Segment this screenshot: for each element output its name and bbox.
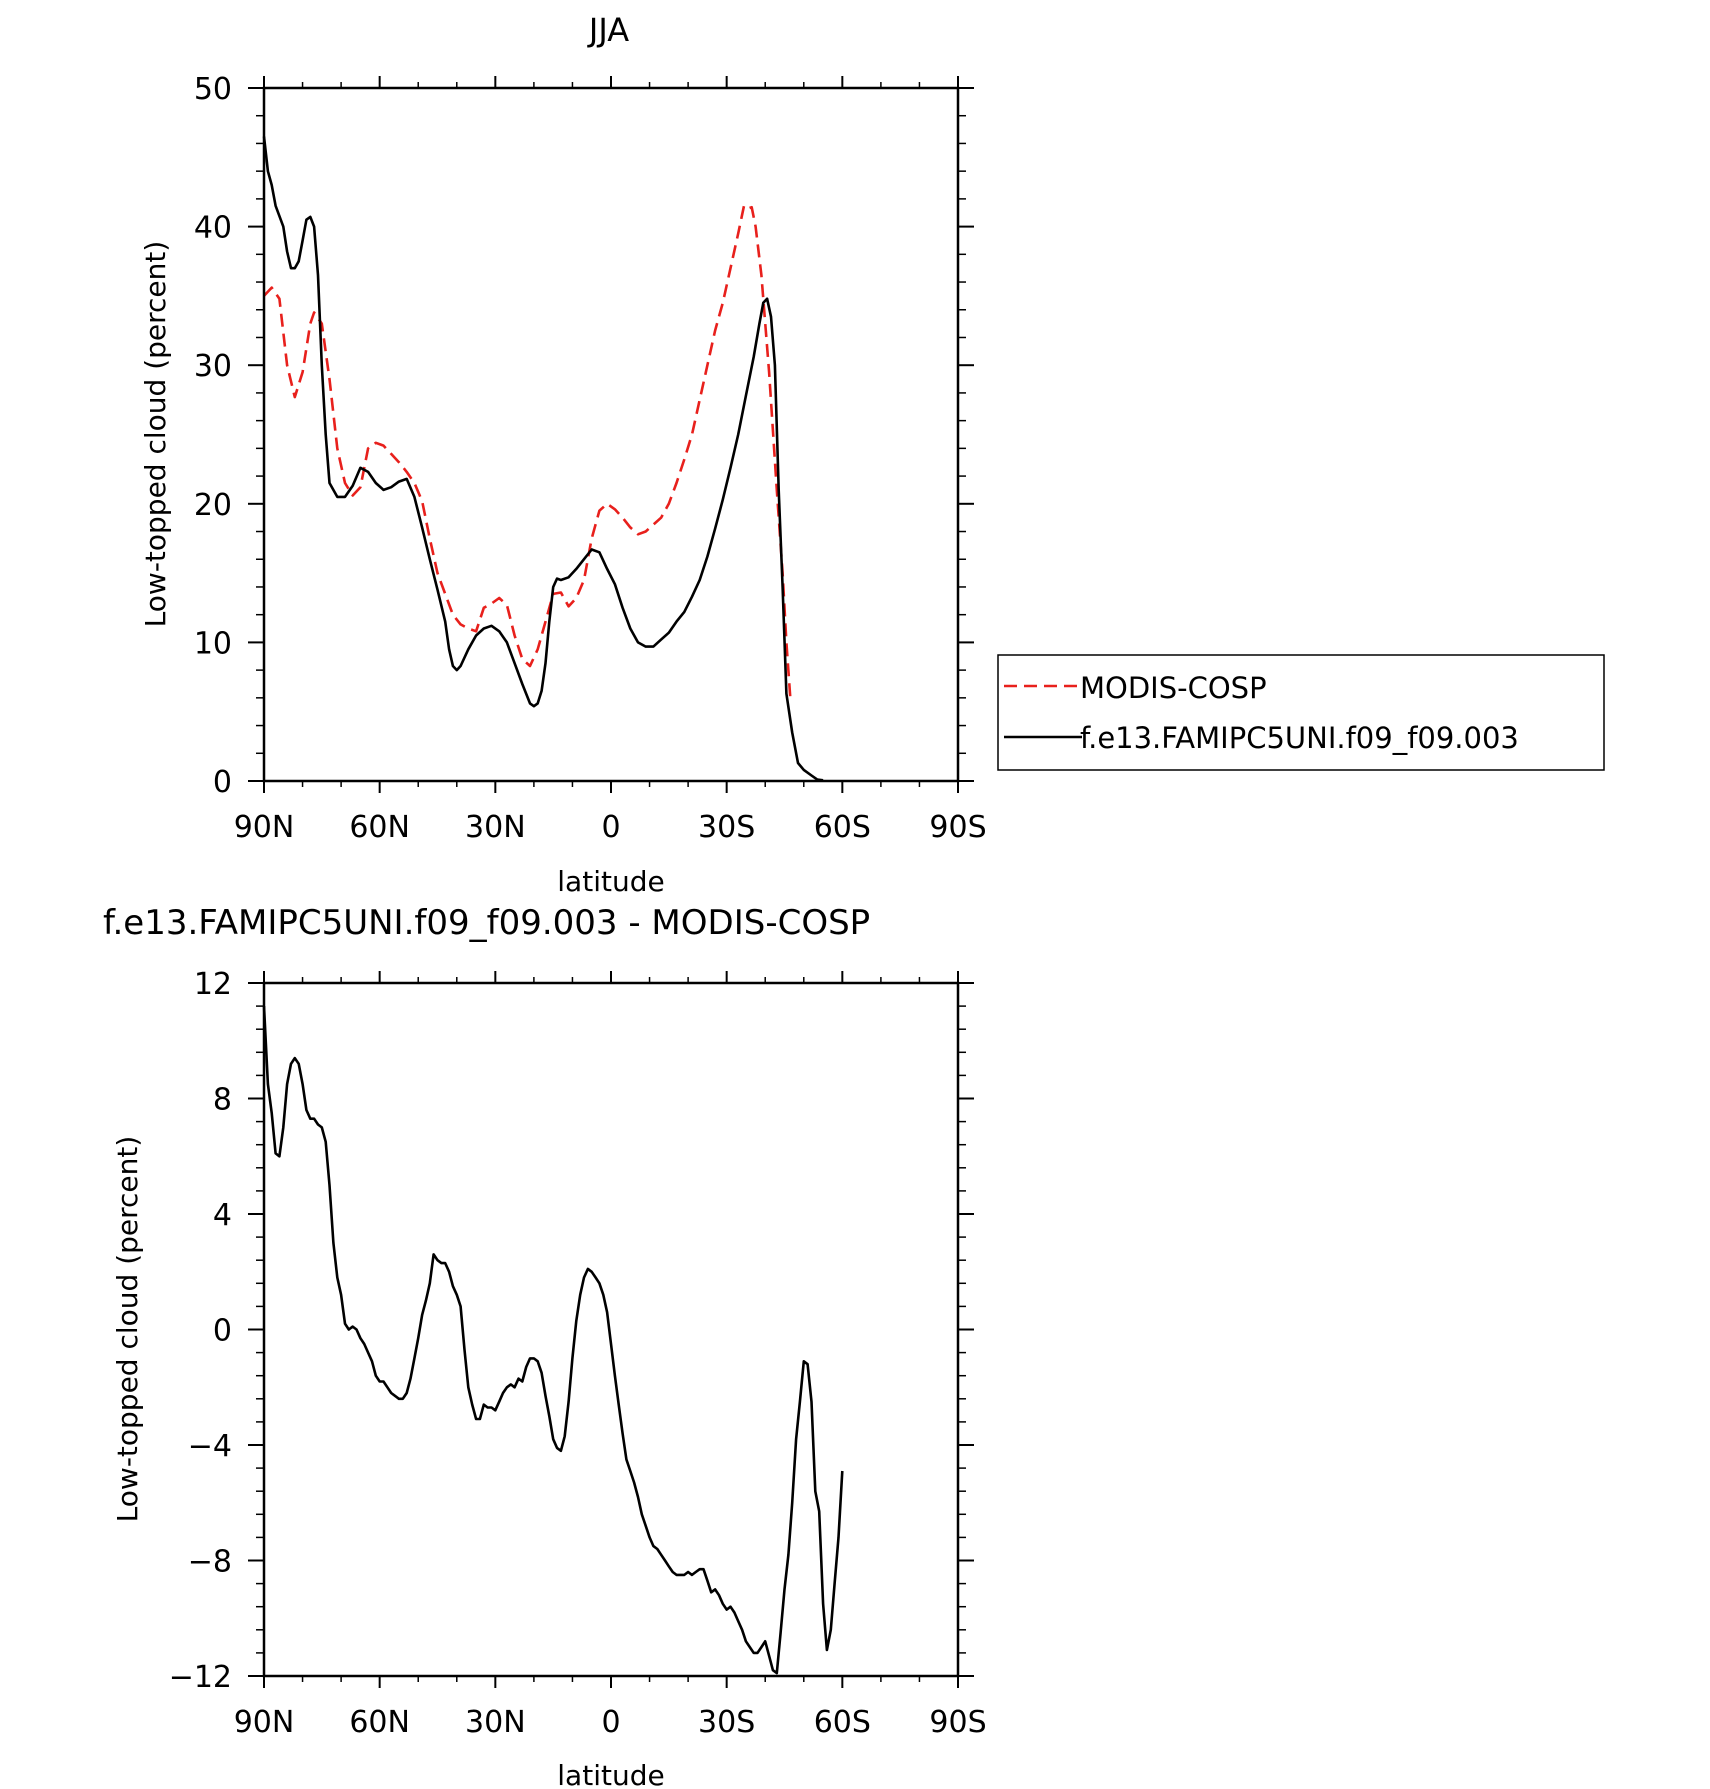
- x-tick-label: 60N: [349, 810, 410, 845]
- chart-top-ytick-labels: 0 10 20 30 40 50: [194, 72, 232, 800]
- chart-top-xtick-labels: 90N 60N 30N 0 30S 60S 90S: [234, 810, 987, 845]
- y-tick-label: −4: [188, 1429, 232, 1464]
- chart-top-series: [262, 136, 824, 782]
- y-tick-label: 0: [213, 765, 232, 800]
- x-tick-label: 90N: [234, 1705, 295, 1740]
- chart-top-grid-ticks: [248, 76, 974, 793]
- x-tick-label: 90N: [234, 810, 295, 845]
- chart-bottom: f.e13.FAMIPC5UNI.f09_f09.003 - MODIS-COS…: [103, 903, 987, 1789]
- x-tick-label: 0: [601, 1705, 620, 1740]
- y-tick-label: 40: [194, 211, 232, 246]
- x-tick-label: 60S: [814, 810, 871, 845]
- series-line-difference: [262, 1006, 844, 1675]
- x-tick-label: 60S: [814, 1705, 871, 1740]
- chart-bottom-ylabel: Low-topped cloud (percent): [111, 1136, 144, 1523]
- y-tick-label: 4: [213, 1198, 232, 1233]
- x-tick-label: 90S: [929, 1705, 986, 1740]
- x-tick-label: 60N: [349, 1705, 410, 1740]
- x-tick-label: 0: [601, 810, 620, 845]
- legend-label-modis: MODIS-COSP: [1080, 671, 1267, 705]
- series-line-model: [262, 136, 824, 782]
- chart-top-title: JJA: [587, 11, 629, 49]
- legend-box: [997, 654, 1605, 771]
- x-tick-label: 90S: [929, 810, 986, 845]
- y-tick-label: 8: [213, 1083, 232, 1118]
- y-tick-label: 10: [194, 626, 232, 661]
- chart-bottom-plot-frame: [262, 981, 960, 1678]
- y-tick-label: 0: [213, 1314, 232, 1349]
- chart-bottom-xlabel: latitude: [557, 1759, 664, 1789]
- x-tick-label: 30N: [465, 810, 526, 845]
- y-tick-label: 12: [194, 967, 232, 1002]
- x-tick-label: 30S: [698, 1705, 755, 1740]
- y-tick-label: 50: [194, 72, 232, 107]
- x-tick-label: 30S: [698, 810, 755, 845]
- x-tick-label: 30N: [465, 1705, 526, 1740]
- chart-bottom-xtick-labels: 90N 60N 30N 0 30S 60S 90S: [234, 1705, 987, 1740]
- legend-label-model: f.e13.FAMIPC5UNI.f09_f09.003: [1080, 721, 1519, 755]
- chart-top-ylabel: Low-topped cloud (percent): [139, 241, 172, 628]
- legend: MODIS-COSP f.e13.FAMIPC5UNI.f09_f09.003: [997, 654, 1605, 771]
- y-tick-label: −12: [169, 1660, 232, 1695]
- chart-bottom-series: [262, 1006, 844, 1675]
- chart-top-xlabel: latitude: [557, 865, 664, 898]
- y-tick-label: 30: [194, 349, 232, 384]
- chart-bottom-title: f.e13.FAMIPC5UNI.f09_f09.003 - MODIS-COS…: [103, 903, 870, 943]
- y-tick-label: 20: [194, 488, 232, 523]
- series-line-modis-cosp: [263, 204, 792, 698]
- chart-top-plot-frame: [262, 86, 960, 783]
- chart-top: JJA 90N 60N 30N 0 30S 60S 90S 0 10 20 30 40 50 lati…: [139, 11, 987, 898]
- y-tick-label: −8: [188, 1545, 232, 1580]
- chart-bottom-ytick-labels: −12 −8 −4 0 4 8 12: [169, 967, 232, 1695]
